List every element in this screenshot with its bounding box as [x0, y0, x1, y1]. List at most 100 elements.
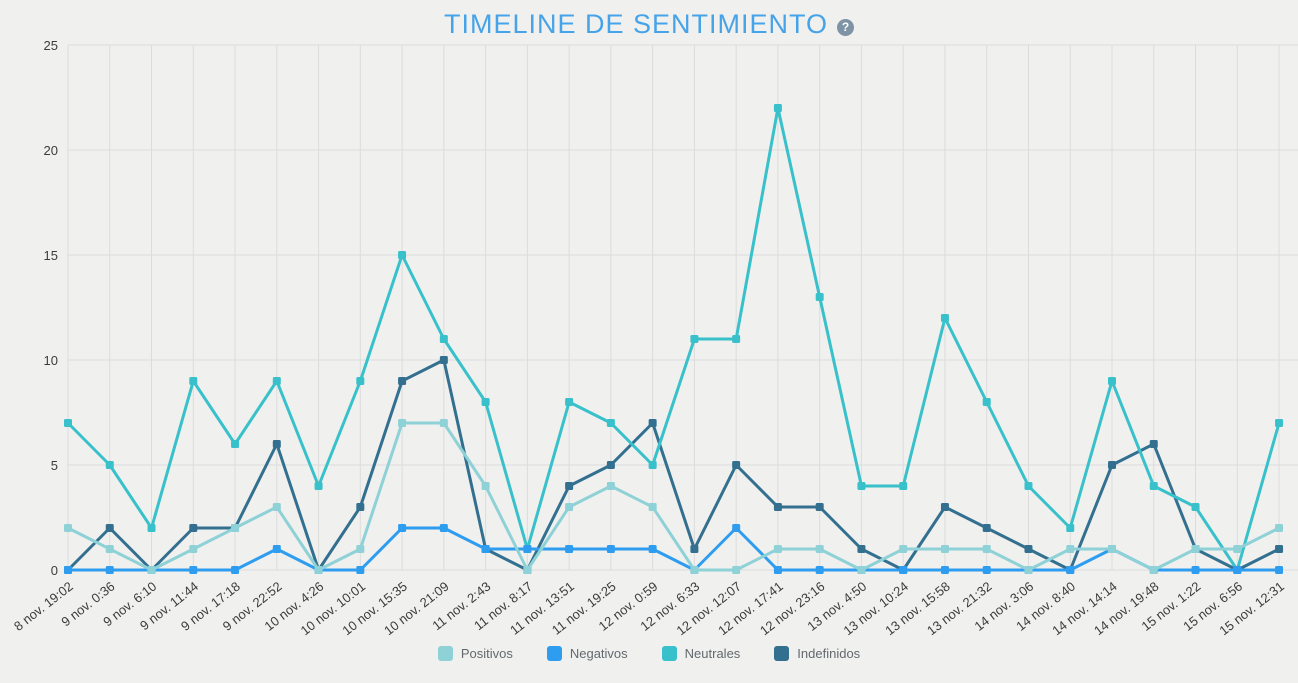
data-point-marker [732, 524, 741, 532]
data-point-marker [398, 524, 407, 532]
data-point-marker [481, 398, 490, 406]
legend-swatch-neutrales [661, 646, 677, 661]
legend-item-neutrales[interactable]: Neutrales [661, 646, 741, 661]
data-point-marker [272, 377, 281, 385]
data-point-marker [1024, 545, 1033, 553]
data-point-marker [356, 545, 365, 553]
y-axis: 0 5 10 15 20 25 [44, 38, 1298, 578]
y-tick-label: 0 [51, 563, 58, 578]
legend-swatch-indefinidos [774, 646, 790, 661]
data-point-marker [1149, 566, 1158, 574]
legend-item-indefinidos[interactable]: Indefinidos [774, 646, 860, 661]
data-point-marker [565, 482, 574, 490]
data-point-marker [606, 419, 615, 427]
data-point-marker [565, 545, 574, 553]
data-point-marker [1149, 440, 1158, 448]
data-point-marker [105, 461, 114, 469]
data-point-marker [982, 524, 991, 532]
data-point-marker [732, 461, 741, 469]
data-point-marker [606, 461, 615, 469]
data-point-marker [398, 377, 407, 385]
data-point-marker [732, 335, 741, 343]
data-point-marker [231, 566, 240, 574]
data-point-marker [982, 545, 991, 553]
y-tick-label: 5 [51, 458, 58, 473]
data-point-marker [356, 503, 365, 511]
data-point-marker [773, 503, 782, 511]
data-point-marker [773, 545, 782, 553]
data-point-marker [1275, 419, 1284, 427]
y-tick-label: 25 [44, 38, 58, 53]
data-point-marker [439, 356, 448, 364]
data-point-marker [398, 251, 407, 259]
data-point-marker [1108, 545, 1116, 553]
data-point-marker [64, 419, 72, 427]
data-point-marker [1066, 566, 1075, 574]
series-line [66, 106, 1281, 572]
data-point-marker [356, 566, 365, 574]
y-tick-label: 10 [44, 353, 58, 368]
data-point-marker [899, 566, 908, 574]
data-point-marker [982, 398, 991, 406]
data-point-marker [1233, 545, 1242, 553]
data-point-marker [606, 482, 615, 490]
data-point-marker [1024, 482, 1033, 490]
data-point-marker [64, 566, 72, 574]
data-point-marker [272, 503, 281, 511]
data-point-marker [815, 545, 824, 553]
legend-label: Positivos [460, 646, 513, 661]
data-point-marker [272, 440, 281, 448]
data-point-marker [1149, 482, 1158, 490]
data-point-marker [147, 566, 156, 574]
legend-label: Neutrales [684, 646, 741, 661]
data-point-marker [606, 545, 615, 553]
data-point-marker [690, 566, 699, 574]
data-point-marker [1275, 545, 1284, 553]
legend-item-negativos[interactable]: Negativos [546, 646, 628, 661]
data-point-marker [1108, 461, 1116, 469]
data-point-marker [272, 545, 281, 553]
data-point-marker [857, 482, 866, 490]
series-positivos [64, 419, 1284, 574]
data-point-marker [1275, 524, 1284, 532]
legend-label: Indefinidos [797, 646, 861, 661]
data-point-marker [940, 566, 949, 574]
data-point-marker [565, 503, 574, 511]
data-point-marker [439, 419, 448, 427]
data-point-marker [356, 377, 365, 385]
legend-swatch-positivos [437, 646, 453, 661]
help-icon[interactable]: ? [837, 18, 855, 36]
data-point-marker [982, 566, 991, 574]
data-point-marker [815, 566, 824, 574]
series-line [66, 358, 1280, 572]
data-point-marker [105, 566, 114, 574]
data-point-marker [1275, 566, 1284, 574]
page-title: TIMELINE DE SENTIMIENTO [443, 8, 829, 39]
data-point-marker [1024, 566, 1033, 574]
data-point-marker [857, 566, 866, 574]
data-point-marker [189, 545, 198, 553]
data-point-marker [189, 524, 198, 532]
data-point-marker [398, 419, 407, 427]
data-point-marker [523, 566, 532, 574]
data-point-marker [648, 545, 657, 553]
chart-header: TIMELINE DE SENTIMIENTO ? [0, 6, 1298, 42]
data-point-marker [773, 104, 782, 112]
legend-item-positivos[interactable]: Positivos [437, 646, 513, 661]
data-point-marker [481, 482, 490, 490]
data-point-marker [690, 545, 699, 553]
data-point-marker [481, 545, 490, 553]
data-point-marker [648, 461, 657, 469]
data-point-marker [732, 566, 741, 574]
y-tick-label: 20 [44, 143, 58, 158]
data-point-marker [648, 419, 657, 427]
data-point-marker [773, 566, 782, 574]
series-line [67, 421, 1280, 572]
data-point-marker [147, 524, 156, 532]
data-point-marker [648, 503, 657, 511]
data-point-marker [690, 335, 699, 343]
data-point-marker [439, 335, 448, 343]
data-point-marker [314, 566, 323, 574]
